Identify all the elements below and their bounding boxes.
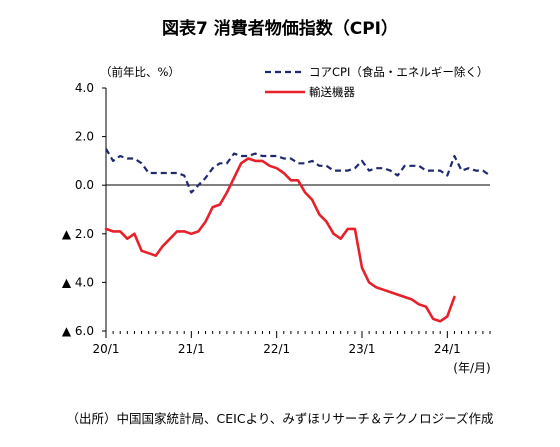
y-ticks: 4.0 2.0 0.0 ▲ 2.0 ▲ 4.0 ▲ 6.0	[62, 81, 106, 338]
legend-label: コアCPI（食品・エネルギー除く）	[309, 65, 488, 79]
y-unit-label: （前年比、%）	[100, 65, 180, 79]
x-tick-label: 21/1	[178, 342, 205, 356]
series-layer	[104, 148, 491, 323]
y-tick-label: ▲ 2.0	[62, 227, 94, 241]
y-tick-label: 4.0	[75, 81, 94, 95]
legend-label: 輸送機器	[309, 85, 355, 99]
transport-equipment-line	[104, 157, 456, 323]
x-tick-label: 24/1	[434, 342, 461, 356]
y-tick-label: 0.0	[75, 178, 94, 192]
legend: コアCPI（食品・エネルギー除く） 輸送機器	[265, 65, 488, 99]
x-tick-label: 22/1	[263, 342, 290, 356]
core-cpi-line	[105, 148, 491, 194]
source-note: （出所）中国国家統計局、CEICより、みずほリサーチ＆テクノロジーズ作成	[67, 411, 494, 426]
chart-title: 図表7 消費者物価指数（CPI）	[162, 18, 398, 39]
y-tick-label: ▲ 6.0	[62, 324, 94, 338]
x-unit-label: (年/月)	[453, 361, 490, 375]
x-tick-label: 23/1	[349, 342, 376, 356]
y-tick-label: 2.0	[75, 130, 94, 144]
x-tick-label: 20/1	[93, 342, 120, 356]
x-ticks: 20/1 21/1 22/1 23/1 24/1	[93, 331, 491, 356]
y-tick-label: ▲ 4.0	[62, 275, 94, 289]
